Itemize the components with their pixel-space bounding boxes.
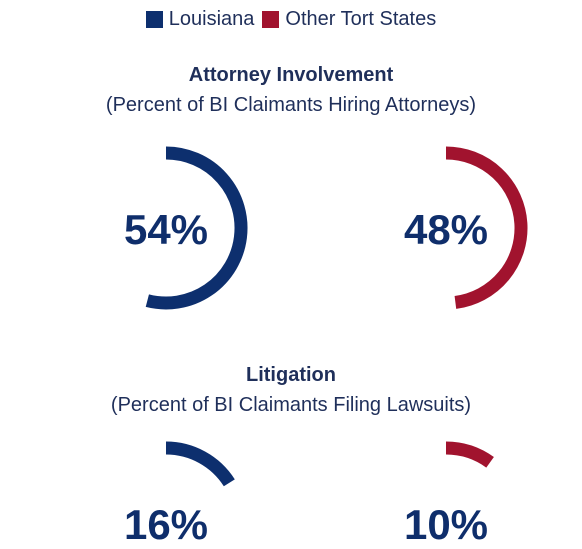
legend: Louisiana Other Tort States (0, 8, 582, 31)
value-label-litigation-other-tort-states: 10% (404, 501, 488, 548)
legend-item-other-tort-states: Other Tort States (262, 8, 436, 31)
litigation-subtitle: (Percent of BI Claimants Filing Lawsuits… (110, 394, 472, 416)
arc-litigation-other-tort-states (445, 441, 494, 468)
legend-swatch-other-tort-states (262, 11, 280, 28)
attorney-involvement-title: Attorney Involvement (188, 64, 394, 86)
legend-label-louisiana: Louisiana (168, 8, 255, 30)
legend-label-other-tort-states: Other Tort States (285, 8, 437, 30)
arc-attorney-other-tort-states (445, 146, 528, 309)
arc-attorney-louisiana (145, 146, 248, 310)
legend-swatch-louisiana (145, 11, 163, 28)
value-label-attorney-louisiana: 54% (124, 206, 208, 253)
attorney-involvement-subtitle: (Percent of BI Claimants Hiring Attorney… (105, 94, 477, 116)
legend-item-louisiana: Louisiana (145, 8, 255, 31)
value-label-attorney-other-tort-states: 48% (404, 206, 488, 253)
litigation-title: Litigation (246, 364, 336, 386)
value-label-litigation-louisiana: 16% (124, 501, 208, 548)
arc-litigation-louisiana (165, 441, 235, 487)
